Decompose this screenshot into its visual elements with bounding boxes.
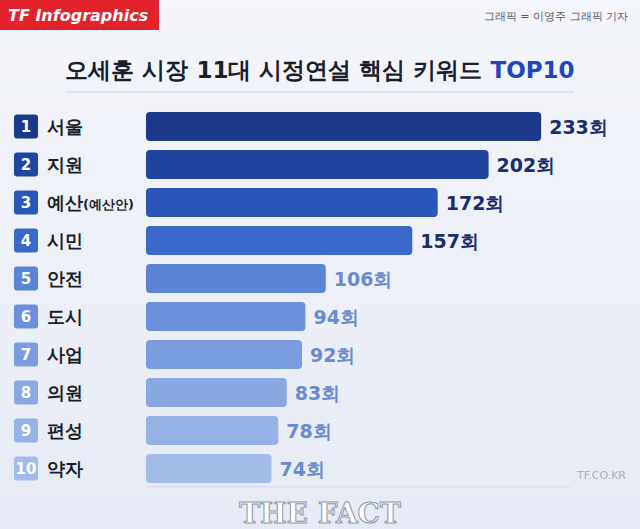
category-label: 예산(예산안) bbox=[47, 192, 134, 213]
bar bbox=[146, 378, 287, 407]
category-label: 편성 bbox=[47, 420, 83, 441]
watermark: THE FACT bbox=[239, 497, 401, 529]
bar bbox=[146, 454, 272, 483]
bar bbox=[146, 264, 326, 293]
value-label: 202회 bbox=[497, 154, 556, 176]
category-label: 사업 bbox=[47, 344, 83, 365]
badge: TF Infographics bbox=[0, 0, 159, 30]
title-main: 오세훈 시장 11대 시정연설 핵심 키워드 bbox=[65, 57, 490, 83]
rank-box bbox=[14, 115, 38, 139]
value-label: 92회 bbox=[310, 344, 355, 366]
rank-box bbox=[14, 305, 38, 329]
value-label: 74회 bbox=[280, 458, 325, 480]
rank-box bbox=[14, 267, 38, 291]
rank-label: 3 bbox=[21, 194, 31, 212]
category-label: 약자 bbox=[47, 458, 83, 479]
category-label: 의원 bbox=[47, 382, 83, 403]
rank-label: 4 bbox=[21, 232, 31, 250]
value-label: 78회 bbox=[286, 420, 331, 442]
rank-box bbox=[14, 457, 38, 481]
bar bbox=[146, 112, 541, 141]
bars bbox=[146, 112, 541, 483]
value-label: 233회 bbox=[549, 116, 608, 138]
badge-text: TF Infographics bbox=[8, 6, 148, 25]
bar bbox=[146, 226, 412, 255]
value-label: 106회 bbox=[334, 268, 393, 290]
rank-label: 7 bbox=[21, 346, 31, 364]
rank-label: 5 bbox=[21, 270, 31, 288]
watermark-url: TF.CO.KR bbox=[576, 469, 626, 482]
rank-label: 2 bbox=[21, 156, 31, 174]
badge-box bbox=[0, 0, 159, 30]
rank-box bbox=[14, 229, 38, 253]
bar bbox=[146, 416, 278, 445]
rank-label: 10 bbox=[16, 460, 37, 478]
category-label: 도시 bbox=[47, 306, 83, 327]
category-note: (예산안) bbox=[83, 197, 134, 212]
background bbox=[0, 0, 640, 529]
rank-label: 9 bbox=[21, 422, 31, 440]
value-label: 172회 bbox=[446, 192, 505, 214]
category-label: 지원 bbox=[47, 154, 83, 175]
axis-line bbox=[146, 487, 570, 488]
value-label: 83회 bbox=[295, 382, 340, 404]
credit: 그래픽 = 이영주 그래픽 기자 bbox=[484, 10, 628, 23]
rank-box bbox=[14, 191, 38, 215]
category-label: 서울 bbox=[47, 116, 83, 137]
rank-label: 1 bbox=[21, 118, 31, 136]
value-label: 157회 bbox=[420, 230, 479, 252]
bar bbox=[146, 302, 305, 331]
title-highlight: TOP10 bbox=[490, 57, 574, 83]
bar bbox=[146, 150, 489, 179]
rank-box bbox=[14, 419, 38, 443]
bar bbox=[146, 340, 302, 369]
chart: TF Infographics 그래픽 = 이영주 그래픽 기자오세훈 시장 11… bbox=[0, 0, 640, 529]
rank-label: 8 bbox=[21, 384, 31, 402]
title: 오세훈 시장 11대 시정연설 핵심 키워드 TOP10 bbox=[65, 57, 574, 83]
value-label: 94회 bbox=[313, 306, 358, 328]
category-label: 시민 bbox=[47, 230, 83, 251]
rank-box bbox=[14, 381, 38, 405]
title-rule bbox=[65, 92, 574, 93]
labels: 1 서울 233회 2 지원 202회 3 예산(예산안) 172회 4 시민 157회 5 안전 106회… bbox=[14, 115, 608, 481]
rank-box bbox=[14, 153, 38, 177]
rank-label: 6 bbox=[21, 308, 31, 326]
category-label: 안전 bbox=[47, 268, 83, 289]
category-main: 예산 bbox=[47, 192, 83, 213]
bar bbox=[146, 188, 438, 217]
rank-box bbox=[14, 343, 38, 367]
